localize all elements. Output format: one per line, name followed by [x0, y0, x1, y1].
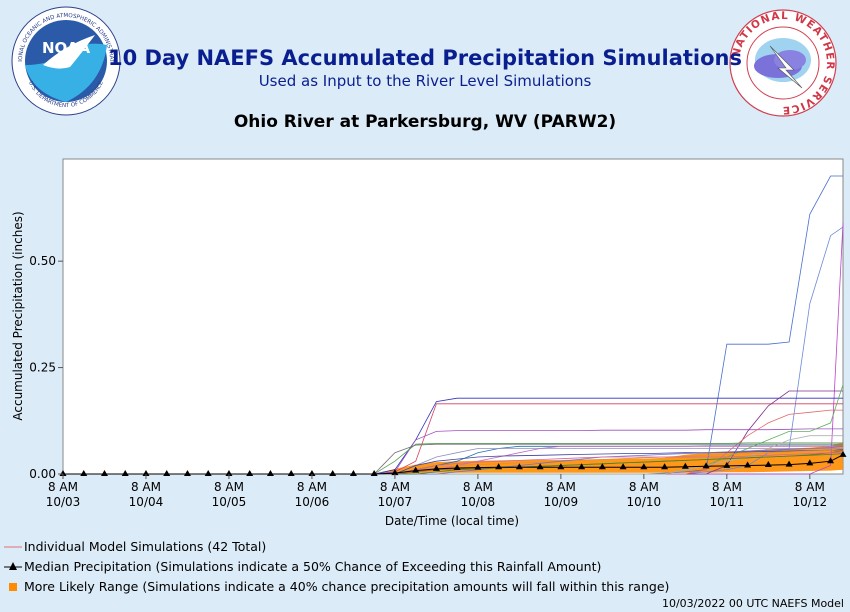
- location-title: Ohio River at Parkersburg, WV (PARW2): [233, 112, 617, 132]
- median-marker: [163, 470, 171, 476]
- median-marker: [723, 461, 731, 468]
- x-tick-label-date: 10/08: [461, 495, 496, 509]
- x-tick-label-date: 10/07: [378, 495, 413, 509]
- median-marker: [246, 470, 254, 476]
- median-marker: [578, 463, 586, 470]
- median-marker: [80, 470, 88, 476]
- median-marker: [287, 470, 295, 476]
- median-marker: [598, 463, 606, 470]
- median-marker: [225, 470, 233, 476]
- plot-area: [62, 158, 844, 475]
- legend-individual-swatch: [4, 541, 22, 553]
- nws-logo-graphic: NATIONAL WEATHER SERVICE: [729, 9, 837, 117]
- median-marker: [266, 470, 274, 476]
- median-marker: [121, 470, 129, 476]
- y-tick-label: 0.00: [29, 467, 56, 481]
- median-marker: [100, 470, 108, 476]
- x-axis-label: Date/Time (local time): [385, 514, 519, 528]
- median-marker: [308, 470, 316, 476]
- median-marker: [391, 469, 399, 476]
- median-marker: [827, 457, 835, 464]
- likely-range-band: [63, 442, 843, 474]
- x-tick-label-time: 8 AM: [463, 480, 493, 494]
- median-marker: [806, 459, 814, 466]
- x-tick-label-time: 8 AM: [214, 480, 244, 494]
- legend-median: Median Precipitation (Simulations indica…: [4, 559, 601, 574]
- median-marker: [474, 463, 482, 470]
- median-marker: [349, 470, 357, 476]
- x-tick-label-time: 8 AM: [795, 480, 825, 494]
- x-tick-label-date: 10/05: [212, 495, 247, 509]
- median-marker: [412, 466, 420, 473]
- median-marker: [640, 463, 648, 470]
- median-marker: [764, 461, 772, 468]
- noaa-logo: NOAA NATIONAL OCEANIC AND ATMOSPHERIC AD…: [7, 1, 122, 117]
- legend-range-text: More Likely Range (Simulations indicate …: [24, 579, 670, 594]
- y-axis-label: Accumulated Precipitation (inches): [11, 211, 25, 420]
- x-tick-label-time: 8 AM: [546, 480, 576, 494]
- median-marker: [619, 463, 627, 470]
- x-tick-label-date: 10/04: [129, 495, 164, 509]
- legend-individual: Individual Model Simulations (42 Total): [4, 539, 266, 554]
- x-tick-label-time: 8 AM: [297, 480, 327, 494]
- median-marker: [204, 470, 212, 476]
- x-tick-label-date: 10/06: [295, 495, 330, 509]
- median-marker: [370, 470, 378, 476]
- median-marker: [515, 463, 523, 470]
- noaa-text: NOAA: [42, 39, 91, 57]
- median-marker: [453, 464, 461, 471]
- median-marker: [183, 470, 191, 476]
- median-marker: [661, 463, 669, 470]
- median-marker: [744, 461, 752, 468]
- legend-median-swatch: [4, 561, 22, 573]
- median-marker: [557, 463, 565, 470]
- x-tick-label-date: 10/09: [544, 495, 579, 509]
- x-tick-label-date: 10/10: [627, 495, 662, 509]
- median-marker: [142, 470, 150, 476]
- legend-range: More Likely Range (Simulations indicate …: [4, 579, 669, 594]
- nws-logo: NATIONAL WEATHER SERVICE: [728, 8, 838, 118]
- x-tick-label-time: 8 AM: [380, 480, 410, 494]
- x-tick-label-time: 8 AM: [48, 480, 78, 494]
- chart-subtitle: Used as Input to the River Level Simulat…: [258, 72, 592, 90]
- x-tick-label-time: 8 AM: [629, 480, 659, 494]
- median-marker: [536, 463, 544, 470]
- median-marker: [432, 464, 440, 471]
- x-tick-label-date: 10/03: [46, 495, 81, 509]
- median-marker: [785, 460, 793, 467]
- median-marker: [329, 470, 337, 476]
- noaa-logo-graphic: NOAA NATIONAL OCEANIC AND ATMOSPHERIC AD…: [7, 1, 121, 116]
- x-tick-label-date: 10/12: [793, 495, 828, 509]
- legend-range-swatch: [4, 581, 22, 593]
- legend-individual-text: Individual Model Simulations (42 Total): [24, 539, 267, 554]
- legend-median-text: Median Precipitation (Simulations indica…: [24, 559, 602, 574]
- median-marker: [495, 463, 503, 470]
- x-tick-label-time: 8 AM: [131, 480, 161, 494]
- median-marker: [681, 462, 689, 469]
- chart-title: 10 Day NAEFS Accumulated Precipitation S…: [107, 46, 742, 70]
- x-tick-label-time: 8 AM: [712, 480, 742, 494]
- median-marker: [839, 450, 847, 457]
- median-layer: [59, 450, 847, 476]
- y-tick-label: 0.25: [29, 361, 56, 375]
- range-layer: [63, 442, 843, 474]
- y-tick-label: 0.50: [29, 254, 56, 268]
- x-tick-label-date: 10/11: [710, 495, 745, 509]
- model-run-footer: 10/03/2022 00 UTC NAEFS Model: [661, 597, 844, 610]
- median-marker: [702, 462, 710, 469]
